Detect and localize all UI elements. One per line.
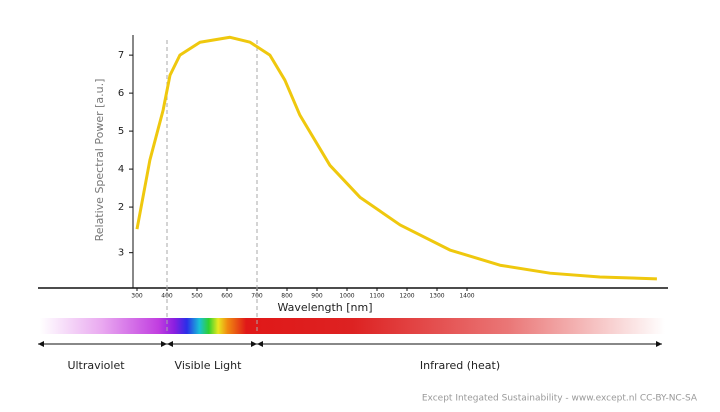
spectrum-bar: [40, 318, 665, 334]
y-axis-label: Relative Spectral Power [a.u.]: [93, 79, 106, 242]
x-tick-label: 1300: [429, 293, 444, 300]
region-label: Visible Light: [175, 359, 243, 372]
x-tick-label: 1200: [399, 293, 414, 300]
x-tick-label: 1000: [339, 293, 354, 300]
x-tick-label: 1400: [459, 293, 474, 300]
y-tick-label: 4: [118, 164, 124, 175]
region-label: Infrared (heat): [420, 359, 500, 372]
spectrum-line: [135, 35, 657, 281]
y-tick-label: 6: [118, 88, 124, 99]
x-tick-label: 800: [281, 293, 293, 300]
y-tick-label: 3: [118, 248, 124, 259]
credit: Except Integated Sustainability - www.ex…: [422, 394, 698, 404]
x-tick-label: 500: [191, 293, 203, 300]
x-tick-label: 300: [131, 293, 143, 300]
y-tick-label: 2: [118, 202, 124, 213]
y-tick-label: 5: [118, 126, 124, 137]
x-axis-label: Wavelength [nm]: [277, 301, 372, 314]
y-tick-label: 7: [118, 50, 124, 61]
x-tick-label: 1100: [369, 293, 384, 300]
x-tick-label: 600: [221, 293, 233, 300]
x-tick-label: 900: [311, 293, 323, 300]
region-label: Ultraviolet: [67, 359, 125, 372]
